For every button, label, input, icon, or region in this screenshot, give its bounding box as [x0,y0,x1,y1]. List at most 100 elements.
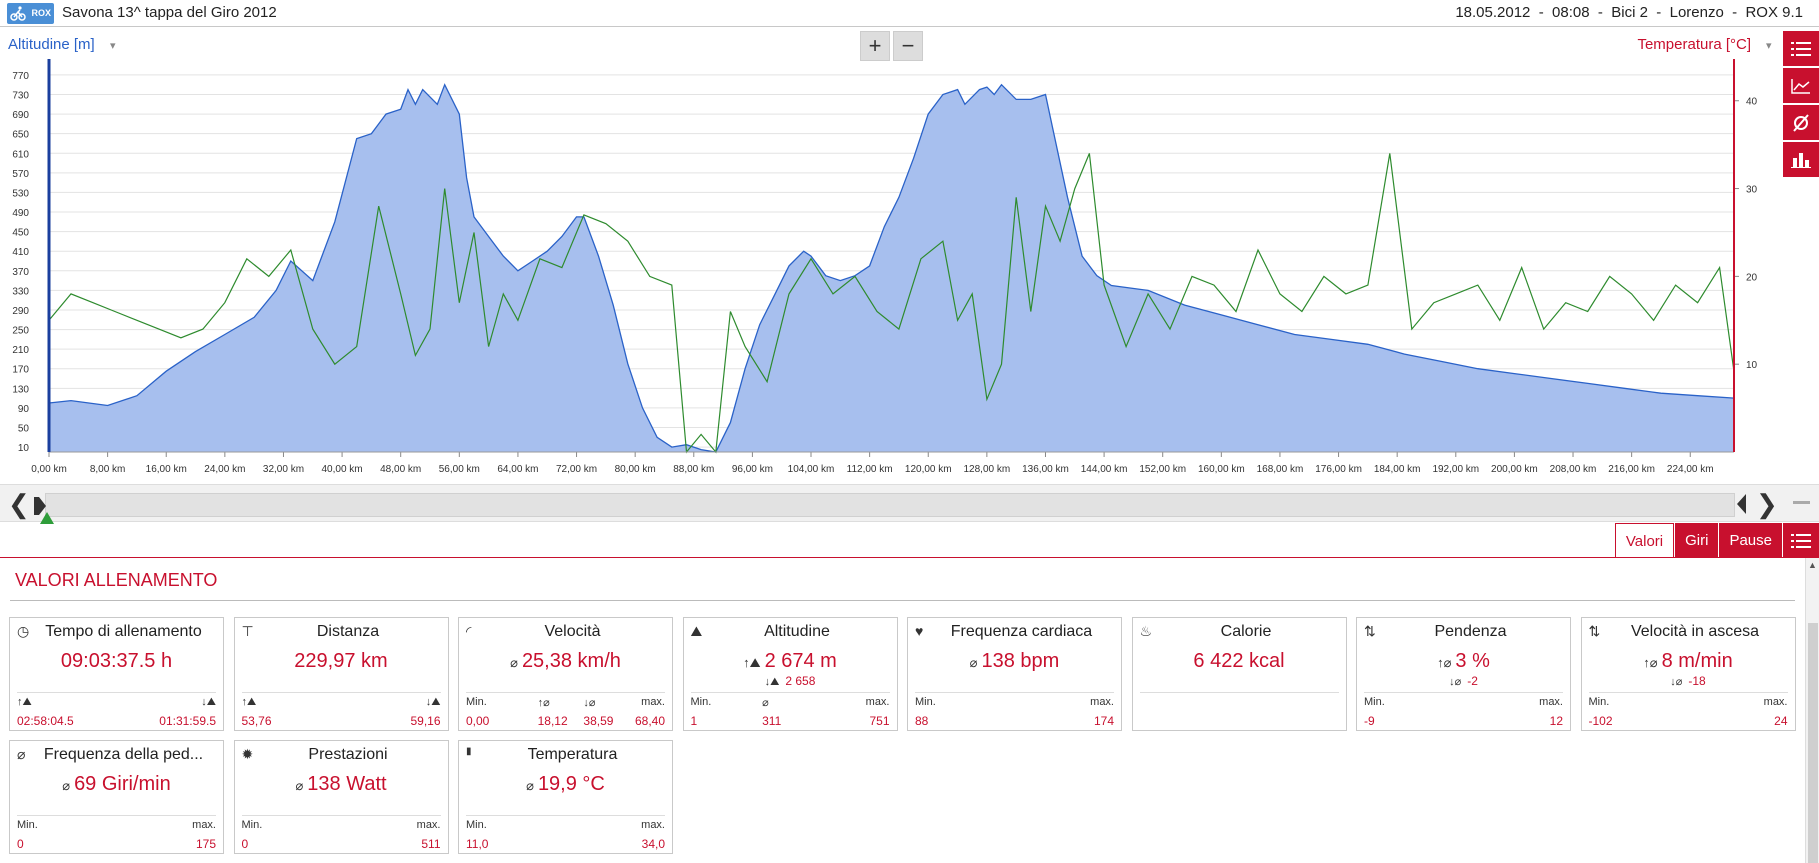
sub-value-text: 2 658 [785,674,816,688]
main-prefix: ↑⌀ [1437,655,1452,670]
stat-value: 68,40 [634,714,665,728]
speedometer-icon: ◜ [466,623,472,639]
card-main-value: 6 422 kcal [1133,650,1346,673]
card-divider [1588,692,1788,693]
stat-value: -102 [1588,714,1613,728]
heart-icon: ♥ [915,623,924,639]
card-divider [915,692,1114,693]
x-tick-label: 192,00 km [1432,464,1479,475]
chevron-down-icon[interactable]: ▾ [110,40,116,52]
y-left-tick-label: 530 [12,188,29,199]
training-chart[interactable]: 10 50 90 130 170 210 250 290 330 370 410 450 490 530 5… [0,55,1780,480]
y-left-tick-label: 330 [12,286,29,297]
scroll-up-icon[interactable]: ▲ [1808,560,1817,570]
card-stat-labels: Min. max. [466,819,665,832]
stat-value: 174 [1093,714,1114,728]
stat-value: 01:31:59.5 [159,714,216,728]
card-stat-values: 0,00 18,12 38,59 68,40 [466,714,665,728]
card-stat-values: 11,0 34,0 [466,837,665,851]
sub-prefix: ↓⛰ [764,676,780,688]
y-right-tick-label: 10 [1746,360,1758,371]
scrollbar-thumb[interactable] [1808,623,1818,863]
sub-prefix: ↓⌀ [1670,676,1683,688]
x-tick-label: 152,00 km [1139,464,1186,475]
stat-label: ↑⛰ [17,696,32,708]
main-value-text: 2 674 m [764,650,837,672]
range-handle-left[interactable] [32,494,66,524]
values-tabs: Valori Giri Pause [1614,523,1819,558]
card-stat-labels: Min. max. [17,819,216,832]
card-divider [466,815,665,816]
main-value-text: 229,97 km [294,650,388,672]
y-left-tick-label: 50 [18,424,30,435]
tab-pause[interactable]: Pause [1718,523,1782,558]
y-left-tick-label: 730 [12,90,29,101]
chevron-left-icon[interactable]: ❮ [8,489,30,519]
stat-label: ↑⌀ [537,697,550,709]
stat-label: max. [1090,696,1114,708]
stat-value: -9 [1364,714,1375,728]
stat-value: 511 [421,837,441,851]
collapse-icon[interactable] [1793,501,1810,505]
card-title: Distanza [316,623,380,640]
card-stat-labels: ↑⛰ ↓⛰ [17,696,216,709]
vertical-scrollbar[interactable]: ▲ [1805,558,1819,863]
stat-card: ⇅ Pendenza ↑⌀ 3 % ↓⌀ -2 Min. max. -9 12 [1356,617,1571,731]
range-track[interactable] [34,493,1735,524]
card-title: Calorie [1220,623,1272,640]
stat-value: 02:58:04.5 [17,714,74,728]
logo-text: ROX [31,8,51,18]
card-stat-labels [1140,696,1339,709]
tab-valori[interactable]: Valori [1614,523,1675,558]
average-icon [1793,113,1809,132]
average-button[interactable] [1783,105,1819,140]
stat-label: max. [192,819,216,831]
main-value-text: 19,9 °C [537,773,605,795]
stat-value: 0,00 [466,714,490,728]
page-title: Savona 13^ tappa del Giro 2012 [62,4,277,21]
x-tick-label: 144,00 km [1081,464,1128,475]
card-stat-values: 02:58:04.5 01:31:59.5 [17,714,216,728]
sub-value-text: -2 [1467,674,1478,688]
stat-label: max. [1763,696,1788,708]
zoom-out-button[interactable]: − [893,31,923,61]
y-left-tick-label: 250 [12,326,29,337]
stat-label: Min. [466,696,487,708]
stat-label: Min. [466,819,487,831]
bar-chart-button[interactable] [1783,142,1819,177]
y-left-tick-label: 90 [18,404,30,415]
x-tick-label: 176,00 km [1315,464,1362,475]
list-button[interactable] [1783,31,1819,66]
x-tick-label: 40,00 km [322,464,363,475]
card-stat-labels: ↑⛰ ↓⛰ [242,696,441,709]
zoom-in-button[interactable]: + [860,31,890,61]
chevron-right-icon[interactable]: ❯ [1756,489,1778,519]
chart-range-scrollbar[interactable]: ❮ ❯ [0,484,1819,524]
range-handle-right[interactable] [1734,491,1748,517]
line-chart-button[interactable] [1783,68,1819,103]
stat-label: max. [865,696,890,708]
main-prefix: ↑⛰ [743,655,761,670]
x-tick-label: 72,00 km [556,464,597,475]
altitude-series-line [48,83,1735,453]
chevron-down-icon[interactable]: ▾ [1766,40,1772,52]
tab-divider [0,557,1805,558]
stat-value: 311 [762,714,782,728]
card-divider [17,692,216,693]
tab-giri[interactable]: Giri [1674,523,1719,558]
card-stat-values: -9 12 [1364,714,1563,728]
stat-label: max. [641,696,665,708]
y-left-tick-label: 210 [12,345,29,356]
stat-value: 59,16 [410,714,441,728]
tab-list-button[interactable] [1782,523,1819,558]
left-metric-select[interactable]: Altitudine [m] [8,36,95,53]
card-title: Prestazioni [308,746,388,763]
card-stat-values [1140,714,1339,728]
x-tick-label: 24,00 km [204,464,245,475]
stat-label: Min. [17,819,38,831]
session-meta: 18.05.2012 - 08:08 - Bici 2 - Lorenzo - … [1455,4,1803,21]
right-metric-select[interactable]: Temperatura [°C] [1637,36,1751,53]
rox-logo: ROX [7,3,54,24]
card-main-value: ⌀ 138 Watt [235,773,448,796]
y-left-tick-label: 650 [12,130,29,141]
